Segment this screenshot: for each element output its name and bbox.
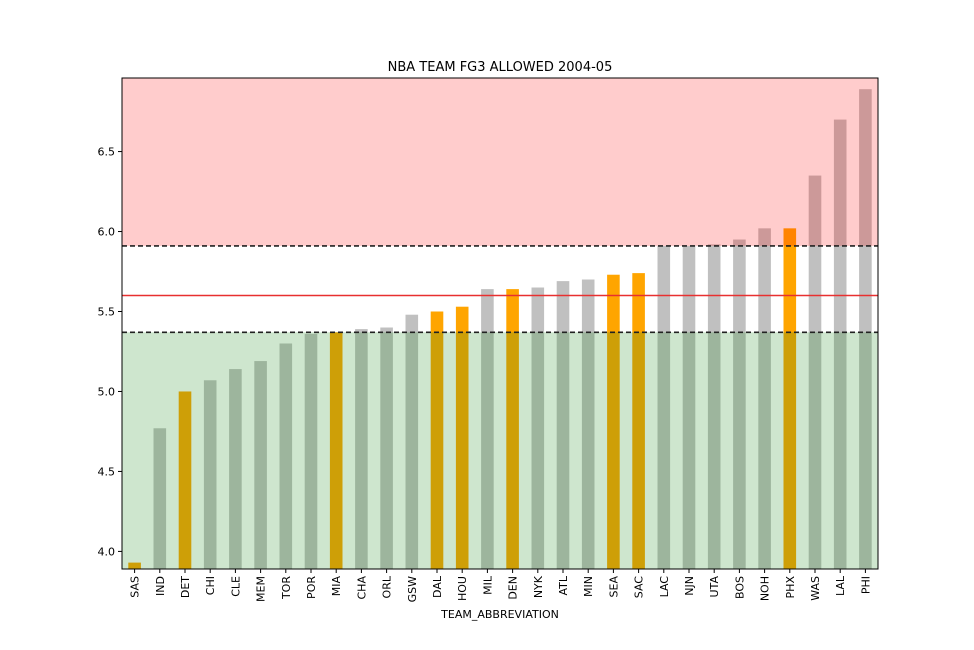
x-tick-label: TOR [280,576,293,600]
bar-njn [682,245,696,570]
chart-title: NBA TEAM FG3 ALLOWED 2004-05 [388,60,613,75]
bar-min [581,279,595,569]
plot-frame [121,77,879,570]
above-band-zone [122,78,878,246]
bar-den [506,289,519,569]
x-tick-label: UTA [708,576,721,598]
bar-hou [455,306,469,569]
x-tick-label: MIN [582,576,595,597]
y-tick-label: 6.5 [98,146,116,159]
bar-sea [607,274,620,569]
bar-nyk [531,287,545,569]
bar-sac [632,273,645,569]
bar-lal [833,119,847,569]
bar-orl [380,327,393,569]
bar-cle [229,369,242,569]
bar-por [304,333,318,569]
x-tick-label: BOS [733,576,746,599]
bar-mil [481,289,494,569]
x-tick-label: SEA [607,576,620,598]
below-band-zone [122,332,878,569]
y-tick-label: 4.0 [98,545,116,558]
bar-det [178,391,192,569]
x-tick-label: MIA [330,576,343,597]
x-tick-label: MEM [255,576,268,602]
x-tick-label: ORL [381,575,394,598]
bar-phx [783,228,797,570]
bar-dal [430,311,444,569]
bar-atl [556,281,570,569]
x-tick-label: DAL [431,575,444,598]
x-tick-label: CHA [355,576,368,600]
x-tick-label: DET [179,576,192,598]
x-tick-label: MIL [481,575,494,595]
bar-phi [859,89,872,570]
bar-sas [128,562,141,569]
x-axis-label: TEAM_ABBREVIATION [440,608,559,621]
bar-mia [329,332,343,569]
x-tick-label: CHI [204,576,217,595]
x-tick-label: LAC [658,576,671,598]
x-tick-label: PHI [859,576,872,594]
x-tick-label: POR [305,576,318,599]
x-tick-label: PHX [784,576,797,599]
x-tick-label: SAC [633,576,646,599]
x-tick-label: CLE [229,576,242,597]
x-tick-label: DEN [507,576,520,600]
y-tick-label: 6.0 [98,226,116,239]
y-tick-label: 5.0 [98,385,116,398]
x-tick-label: NJN [683,576,696,596]
x-tick-label: HOU [456,576,469,601]
x-tick-label: IND [154,576,167,596]
bar-lac [657,245,671,570]
y-tick-label: 5.5 [98,306,116,319]
x-tick-label: ATL [557,575,570,595]
x-tick-label: NOH [759,576,772,601]
plot-area: 4.0 4.5 5.0 5.5 6.0 6.5 SAS IND DET CHI CLE MEM TOR P… [98,77,879,603]
bar-ind [153,428,167,569]
bar-tor [279,343,293,569]
x-tick-label: NYK [532,575,545,598]
x-tick-label: GSW [406,576,419,603]
x-tick-label: SAS [129,576,142,598]
bar-gsw [405,314,419,569]
bar-chi [203,380,217,569]
bar-uta [707,244,721,569]
y-tick-label: 4.5 [98,465,116,478]
x-tick-label: LAL [834,575,847,596]
bar-noh [758,228,771,570]
bar-mem [254,361,267,569]
bar-was [808,175,822,570]
bar-cha [355,329,368,569]
x-tick-label: WAS [809,576,822,601]
bar-bos [733,239,746,570]
